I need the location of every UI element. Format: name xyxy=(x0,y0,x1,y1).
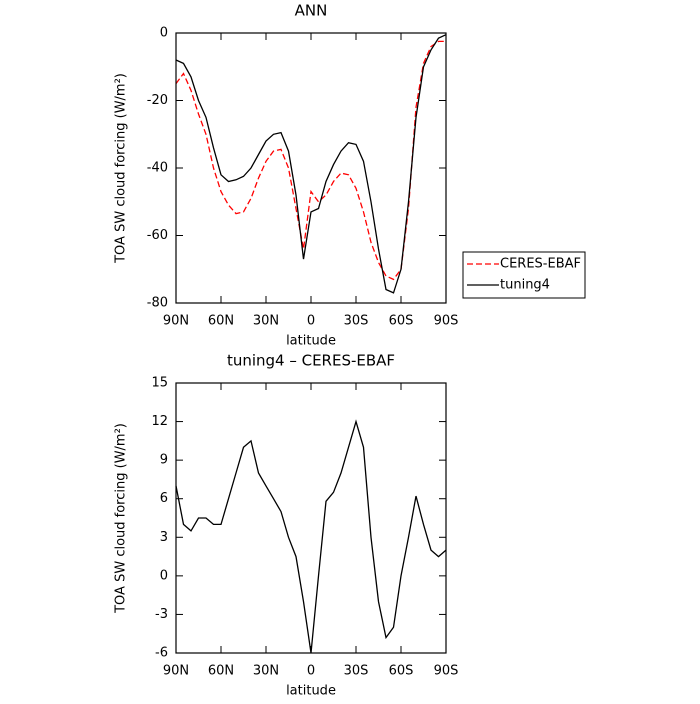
data-line xyxy=(175,34,447,294)
x-tick-label: 0 xyxy=(307,314,315,329)
legend-label: CERES-EBAF xyxy=(500,257,581,272)
x-tick-label: 0 xyxy=(307,664,315,679)
x-tick-label: 90S xyxy=(434,664,459,679)
y-tick-label: 12 xyxy=(151,414,168,429)
y-tick-label: 0 xyxy=(160,26,168,41)
y-tick-label: 15 xyxy=(151,376,168,391)
y-tick-label: -3 xyxy=(155,607,168,622)
legend-box xyxy=(462,251,586,299)
data-line xyxy=(175,40,446,281)
y-tick-label: 3 xyxy=(160,530,168,545)
x-tick-label: 30N xyxy=(253,664,279,679)
y-axis-label: TOA SW cloud forcing (W/m²) xyxy=(114,423,129,614)
x-tick-label: 60S xyxy=(389,664,414,679)
x-tick-label: 30S xyxy=(344,314,369,329)
chart-title: tuning4 – CERES-EBAF xyxy=(227,352,395,370)
x-axis-label: latitude xyxy=(286,334,336,349)
plot-frame xyxy=(175,382,447,654)
y-tick-label: 9 xyxy=(160,453,168,468)
y-tick-label: -80 xyxy=(147,296,168,311)
y-tick-label: 0 xyxy=(160,568,168,583)
x-tick-label: 90N xyxy=(163,314,189,329)
y-tick-label: 6 xyxy=(160,491,168,506)
x-tick-label: 90N xyxy=(163,664,189,679)
x-tick-label: 60S xyxy=(389,314,414,329)
x-tick-label: 60N xyxy=(208,664,234,679)
x-tick-label: 30S xyxy=(344,664,369,679)
x-tick-label: 30N xyxy=(253,314,279,329)
data-line xyxy=(175,419,447,654)
y-tick-label: -6 xyxy=(155,646,168,661)
x-tick-label: 90S xyxy=(434,314,459,329)
y-tick-label: -60 xyxy=(147,228,168,243)
y-tick-label: -40 xyxy=(147,161,168,176)
plot-frame xyxy=(175,32,447,304)
x-tick-label: 60N xyxy=(208,314,234,329)
chart-title: ANN xyxy=(295,2,328,20)
y-axis-label: TOA SW cloud forcing (W/m²) xyxy=(114,73,129,264)
x-axis-label: latitude xyxy=(286,684,336,699)
y-tick-label: -20 xyxy=(147,93,168,108)
legend-label: tuning4 xyxy=(500,278,550,293)
